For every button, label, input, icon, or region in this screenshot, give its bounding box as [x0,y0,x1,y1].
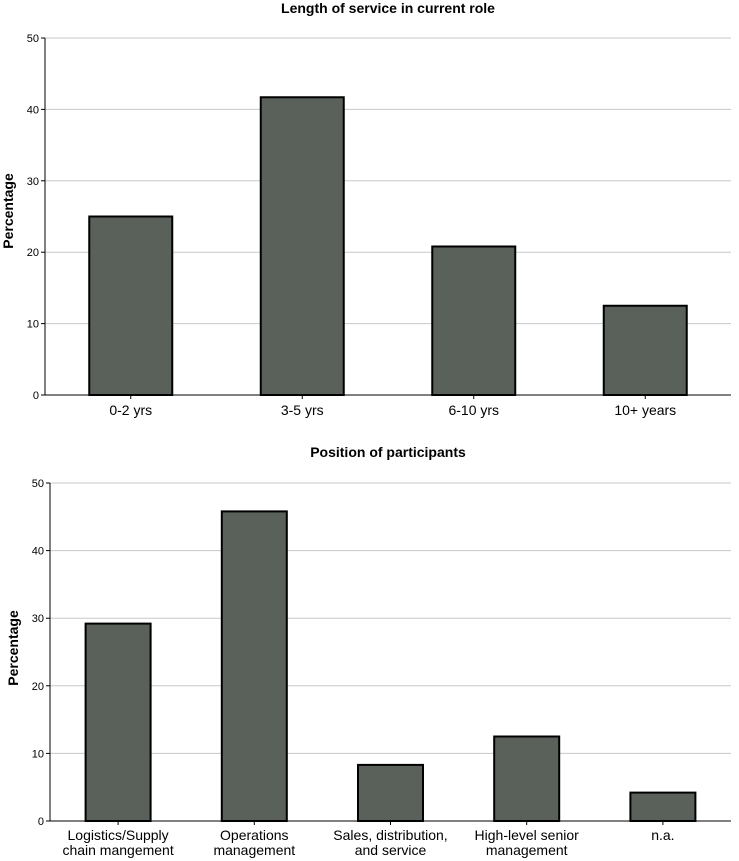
x-tick-label: 0-2 yrs [109,402,152,418]
x-tick-label: Sales, distribution, and service [333,827,447,858]
y-tick-label: 30 [32,613,44,625]
bars [84,510,697,823]
y-tick-labels: 0 10 20 30 40 50 [32,478,44,828]
y-tick-label: 40 [32,546,44,558]
x-tick-label: High-level senior management [475,827,580,858]
y-tick-label: 20 [32,681,44,693]
y-tick-label: 0 [33,390,39,402]
bar [220,510,288,822]
y-tick-label: 0 [38,816,44,828]
bar [357,763,424,823]
chart-title: Position of participants [310,444,466,460]
y-axis-label: Percentage [0,173,16,249]
y-tick-labels: 0 10 20 30 40 50 [27,33,39,402]
x-tick-label: 10+ years [614,402,676,418]
bar [88,215,174,396]
chart-position-of-participants: Position of participants Percentage 0 10 2… [5,444,731,858]
x-tick-labels: Logistics/Supply chain mangement Operation… [62,827,674,858]
x-tick-label: n.a. [651,827,674,843]
chart-length-of-service: Length of service in current role Percen… [0,0,731,418]
x-tick-label: Logistics/Supply chain mangement [62,827,173,858]
y-tick-label: 50 [32,478,44,490]
y-tick-label: 20 [27,247,39,259]
x-tick-label: Operations management [213,827,295,858]
bars [88,96,688,397]
y-axis-label: Percentage [5,610,21,686]
gridlines [50,482,731,754]
chart-title: Length of service in current role [281,0,495,16]
bar [629,791,697,822]
x-tick-label: 6-10 yrs [448,402,499,418]
bar [493,735,561,822]
x-tick-label: 3-5 yrs [281,402,324,418]
y-tick-label: 50 [27,33,39,45]
y-tick-label: 30 [27,176,39,188]
bar [84,622,152,822]
bar [431,245,517,396]
x-tick-labels: 0-2 yrs 3-5 yrs 6-10 yrs 10+ years [109,402,676,418]
y-tick-label: 10 [27,319,39,331]
y-tick-label: 10 [32,748,44,760]
bar [602,304,688,396]
bar [259,96,345,397]
y-tick-label: 40 [27,104,39,116]
